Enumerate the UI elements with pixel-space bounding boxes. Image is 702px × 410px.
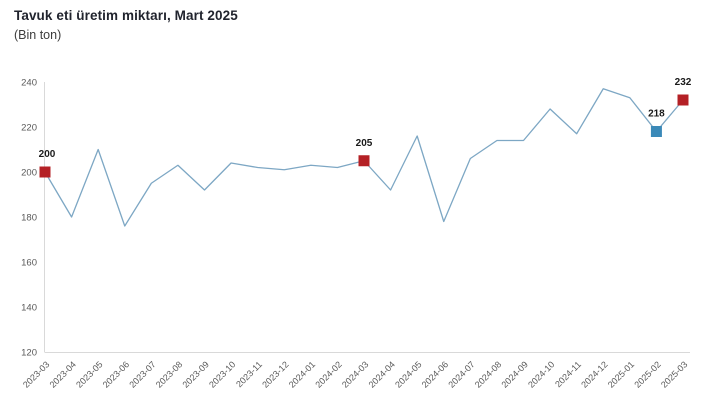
y-axis-tick-label: 120: [21, 348, 37, 359]
y-axis-tick-label: 200: [21, 168, 37, 179]
x-axis-tick-label: 2024-10: [526, 359, 556, 389]
x-axis-tick-label: 2024-06: [420, 359, 450, 389]
x-axis-tick-label: 2024-07: [446, 359, 476, 389]
x-axis-tick-label: 2024-05: [393, 359, 423, 389]
data-point-label-2025-03: 232: [675, 77, 692, 88]
data-point-marker-2025-03: [677, 94, 689, 106]
chart-subtitle: (Bin ton): [14, 28, 62, 42]
x-axis-tick-label: 2023-05: [74, 359, 104, 389]
y-axis-tick-label: 140: [21, 303, 37, 314]
x-axis-tick-label: 2023-10: [207, 359, 237, 389]
x-axis-tick-label: 2023-04: [48, 359, 78, 389]
x-axis-tick-label: 2024-09: [499, 359, 529, 389]
data-point-label-2025-02: 218: [648, 109, 665, 120]
data-point-marker-2023-03: [39, 166, 51, 178]
x-axis-tick-label: 2023-07: [127, 359, 157, 389]
x-axis-tick-label: 2025-02: [632, 359, 662, 389]
x-axis-tick-label: 2024-11: [553, 359, 583, 389]
y-axis-tick-label: 220: [21, 123, 37, 134]
x-axis-tick-label: 2025-01: [606, 359, 636, 389]
y-axis-tick-label: 180: [21, 213, 37, 224]
x-axis-tick-label: 2023-09: [180, 359, 210, 389]
y-axis-tick-label: 240: [21, 78, 37, 89]
x-axis-tick-label: 2024-01: [287, 359, 317, 389]
x-axis-tick-label: 2023-03: [21, 359, 51, 389]
data-point-marker-2025-02: [650, 126, 662, 137]
x-axis-tick-label: 2024-12: [579, 359, 609, 389]
y-axis-tick-label: 160: [21, 258, 37, 269]
x-axis-tick-label: 2023-12: [260, 359, 290, 389]
data-point-marker-2024-03: [358, 155, 370, 167]
x-axis-tick-label: 2023-08: [154, 359, 184, 389]
x-axis-tick-label: 2024-08: [473, 359, 503, 389]
chart-title: Tavuk eti üretim miktarı, Mart 2025: [14, 8, 238, 23]
x-axis-tick-label: 2023-11: [234, 359, 264, 389]
data-point-label-2023-03: 200: [39, 149, 56, 160]
chart-header: Tavuk eti üretim miktarı, Mart 2025 (Bin…: [14, 8, 238, 42]
data-point-label-2024-03: 205: [356, 138, 373, 149]
x-axis-tick-label: 2023-06: [101, 359, 131, 389]
x-axis-tick-label: 2024-04: [367, 359, 397, 389]
x-axis-tick-label: 2024-03: [340, 359, 370, 389]
x-axis-tick-label: 2024-02: [313, 359, 343, 389]
x-axis-tick-label: 2025-03: [659, 359, 689, 389]
